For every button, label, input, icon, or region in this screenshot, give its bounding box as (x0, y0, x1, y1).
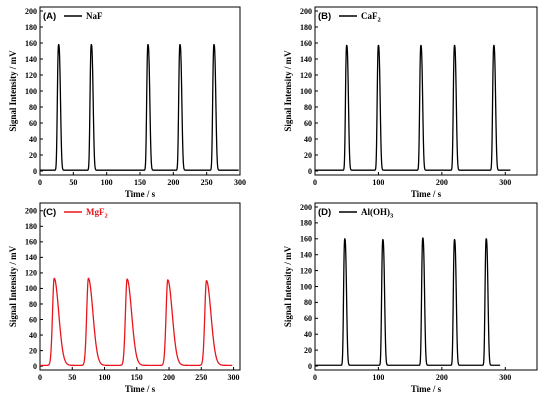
y-tick-label: 200 (25, 207, 37, 216)
y-tick-label: 20 (29, 151, 37, 160)
y-tick-label: 100 (25, 284, 37, 293)
y-tick-label: 100 (300, 87, 312, 96)
series-line (314, 237, 501, 366)
x-tick-label: 100 (372, 373, 384, 382)
y-axis-title: Signal Intensity / mV (8, 245, 18, 327)
x-axis-title: Time / s (125, 189, 156, 199)
x-tick-label: 0 (38, 373, 42, 382)
y-tick-label: 180 (25, 23, 37, 32)
y-tick-label: 140 (300, 55, 312, 64)
y-tick-label: 0 (308, 362, 312, 371)
x-axis-title: Time / s (411, 384, 442, 394)
x-tick-label: 300 (228, 373, 240, 382)
y-tick-label: 0 (308, 167, 312, 176)
panel-label: (C) (43, 207, 56, 218)
x-axis-title: Time / s (125, 384, 156, 394)
x-tick-label: 100 (372, 178, 384, 187)
y-tick-label: 40 (304, 135, 312, 144)
y-tick-label: 120 (25, 71, 37, 80)
x-tick-label: 250 (201, 178, 213, 187)
x-tick-label: 100 (99, 373, 111, 382)
legend-label: NaF (86, 11, 103, 21)
y-tick-label: 160 (300, 39, 312, 48)
y-tick-label: 20 (29, 346, 37, 355)
y-tick-label: 140 (300, 250, 312, 259)
y-axis-title: Signal Intensity / mV (8, 50, 18, 132)
y-tick-label: 80 (29, 103, 37, 112)
y-tick-label: 200 (25, 7, 37, 16)
y-axis-title: Signal Intensity / mV (283, 50, 293, 132)
y-tick-label: 160 (300, 235, 312, 244)
y-tick-label: 100 (25, 87, 37, 96)
legend-label: CaF2 (361, 11, 381, 24)
y-tick-label: 60 (304, 314, 312, 323)
chart-panel-2: 0 20 40 60 80 100 120 140 160 180 200 0 100 200 300 Tim… (283, 6, 538, 199)
y-tick-label: 0 (33, 167, 37, 176)
panel-label: (D) (318, 207, 331, 218)
x-tick-label: 300 (499, 178, 511, 187)
panel-label: (B) (318, 11, 331, 22)
y-tick-label: 60 (304, 119, 312, 128)
plot-frame (39, 6, 241, 176)
legend-label: Al(OH)3 (361, 207, 394, 220)
y-tick-label: 80 (304, 103, 312, 112)
series-line (39, 277, 233, 366)
chart-panel-3: 0 20 40 60 80 100 120 140 160 180 200 0 50 100 150 200 2… (8, 202, 241, 394)
x-tick-label: 200 (167, 178, 179, 187)
x-tick-label: 300 (234, 178, 246, 187)
x-tick-label: 200 (436, 373, 448, 382)
y-tick-label: 120 (300, 71, 312, 80)
chart-panel-1: 0 20 40 60 80 100 120 140 160 180 200 0 50 100 150 200 2… (8, 6, 246, 199)
y-tick-label: 20 (304, 346, 312, 355)
y-tick-label: 0 (33, 362, 37, 371)
y-tick-label: 200 (300, 203, 312, 212)
y-tick-label: 20 (304, 151, 312, 160)
y-tick-label: 120 (300, 266, 312, 275)
plot-frame (39, 202, 241, 371)
legend-label: MgF2 (86, 207, 108, 220)
y-tick-label: 140 (25, 253, 37, 262)
y-tick-label: 160 (25, 238, 37, 247)
y-axis-title: Signal Intensity / mV (283, 245, 293, 327)
y-tick-label: 40 (29, 135, 37, 144)
y-tick-label: 180 (300, 219, 312, 228)
x-tick-label: 100 (101, 178, 113, 187)
y-tick-label: 60 (29, 119, 37, 128)
y-tick-label: 200 (300, 7, 312, 16)
y-tick-label: 40 (29, 331, 37, 340)
y-tick-label: 40 (304, 330, 312, 339)
x-tick-label: 0 (313, 373, 317, 382)
series-line (39, 43, 240, 171)
x-tick-label: 0 (313, 178, 317, 187)
x-tick-label: 0 (38, 178, 42, 187)
x-tick-label: 300 (499, 373, 511, 382)
chart-panel-4: 0 20 40 60 80 100 120 140 160 180 200 0 100 200 300 Tim… (283, 202, 538, 394)
x-tick-label: 150 (131, 373, 143, 382)
x-tick-label: 200 (163, 373, 175, 382)
x-tick-label: 150 (134, 178, 146, 187)
y-tick-label: 80 (304, 298, 312, 307)
y-tick-label: 140 (25, 55, 37, 64)
x-tick-label: 200 (436, 178, 448, 187)
x-axis-title: Time / s (411, 189, 442, 199)
y-tick-label: 60 (29, 315, 37, 324)
y-tick-label: 100 (300, 282, 312, 291)
y-tick-label: 80 (29, 300, 37, 309)
y-tick-label: 180 (300, 23, 312, 32)
y-tick-label: 160 (25, 39, 37, 48)
x-tick-label: 50 (68, 373, 76, 382)
series-line (314, 44, 511, 171)
x-tick-label: 50 (69, 178, 77, 187)
panel-label: (A) (43, 11, 56, 22)
y-tick-label: 180 (25, 222, 37, 231)
x-tick-label: 250 (195, 373, 207, 382)
y-tick-label: 120 (25, 269, 37, 278)
